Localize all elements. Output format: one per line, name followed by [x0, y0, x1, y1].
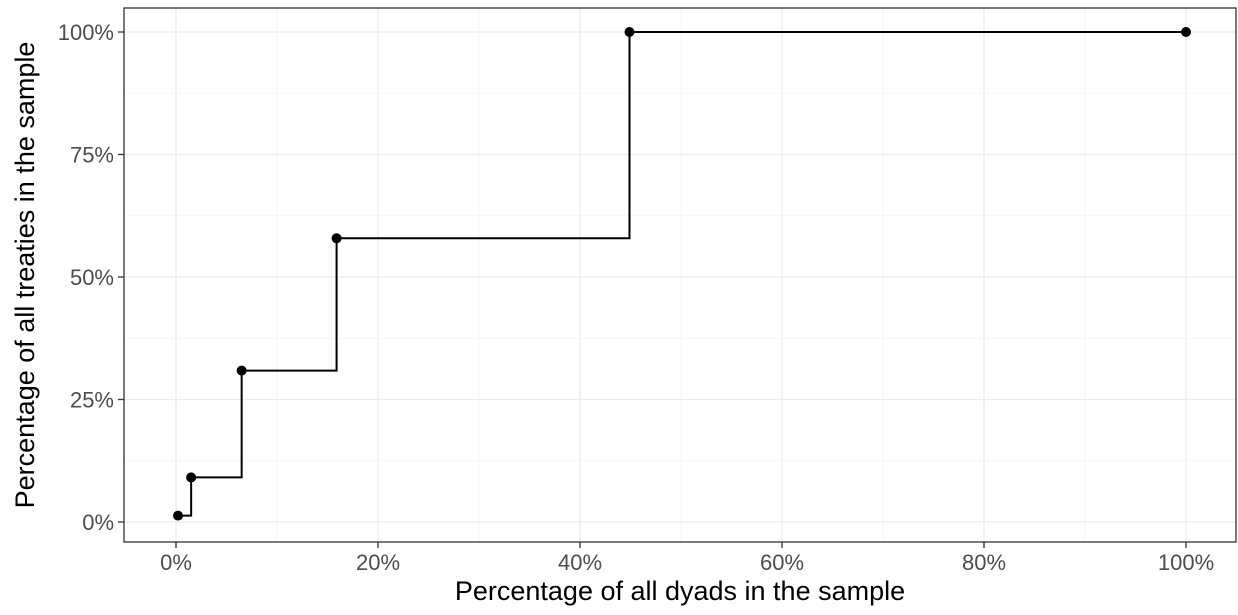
series-step-line [178, 31, 1186, 517]
x-axis-title: Percentage of all dyads in the sample [455, 576, 905, 606]
grid-layer [124, 8, 1236, 542]
data-layer [173, 27, 1191, 521]
x-tick-label: 20% [356, 550, 400, 575]
x-tick-label: 60% [760, 550, 804, 575]
tick-layer: 0% 20% 40% 60% 80% 100% 0% 25% 50% 75% 100% [58, 20, 1214, 575]
x-tick-label: 100% [1158, 550, 1214, 575]
data-point [236, 365, 247, 376]
y-tick-label: 100% [58, 20, 114, 45]
y-axis-title: Percentage of all treaties in the sample [10, 42, 40, 509]
panel-border [123, 7, 1237, 543]
y-tick-label: 50% [70, 265, 114, 290]
y-tick-label: 0% [82, 510, 114, 535]
x-tick-label: 80% [962, 550, 1006, 575]
x-tick-label: 0% [160, 550, 192, 575]
data-point [331, 233, 342, 244]
data-point [1181, 27, 1191, 37]
x-tick-label: 40% [558, 550, 602, 575]
y-tick-label: 25% [70, 388, 114, 413]
data-point [624, 27, 635, 37]
data-point [173, 510, 184, 521]
data-point [186, 472, 197, 483]
y-tick-label: 75% [70, 143, 114, 168]
